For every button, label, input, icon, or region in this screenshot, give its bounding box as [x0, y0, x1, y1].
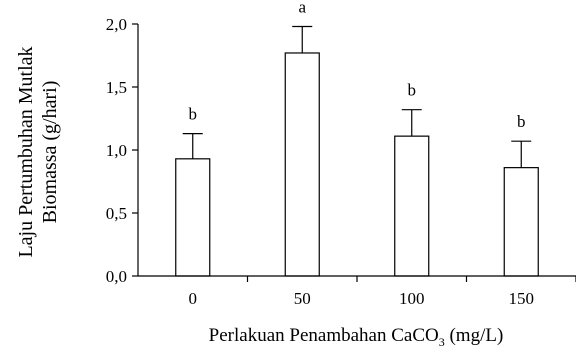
y-tick-label: 1,0	[106, 141, 127, 160]
x-tick-label: 50	[294, 289, 311, 308]
x-axis-title-prefix: Perlakuan Penambahan CaCO	[209, 325, 439, 346]
y-tick-label: 0,5	[106, 204, 127, 223]
significance-label: b	[189, 105, 198, 124]
y-axis-title-line-1: Laju Pertumbuhan Mutlak	[15, 46, 37, 257]
y-tick-label: 0,0	[106, 267, 127, 286]
x-tick-label: 150	[509, 289, 535, 308]
x-axis-title-subscript: 3	[439, 335, 445, 349]
bar	[175, 158, 211, 277]
bar	[394, 135, 430, 277]
x-axis-ticks: 0 50 100 150	[189, 276, 576, 308]
significance-label: b	[517, 112, 526, 131]
bar	[284, 52, 320, 277]
y-tick-label: 1,5	[106, 78, 127, 97]
y-axis-title: Laju Pertumbuhan Mutlak Biomassa (g/hari…	[15, 46, 61, 257]
x-tick-label: 0	[189, 289, 198, 308]
y-axis-title-line-2: Biomassa (g/hari)	[39, 81, 61, 224]
y-tick-label: 2,0	[106, 15, 127, 34]
significance-label: a	[298, 0, 306, 17]
bar	[503, 167, 539, 277]
significance-label: b	[408, 81, 417, 100]
x-axis-title: Perlakuan Penambahan CaCO3 (mg/L)	[209, 325, 504, 349]
bars: b a b b	[175, 0, 539, 277]
x-axis-title-suffix: (mg/L)	[445, 325, 504, 346]
y-axis-ticks: 0,0 0,5 1,0 1,5 2,0	[106, 15, 138, 286]
x-tick-label: 100	[399, 289, 425, 308]
